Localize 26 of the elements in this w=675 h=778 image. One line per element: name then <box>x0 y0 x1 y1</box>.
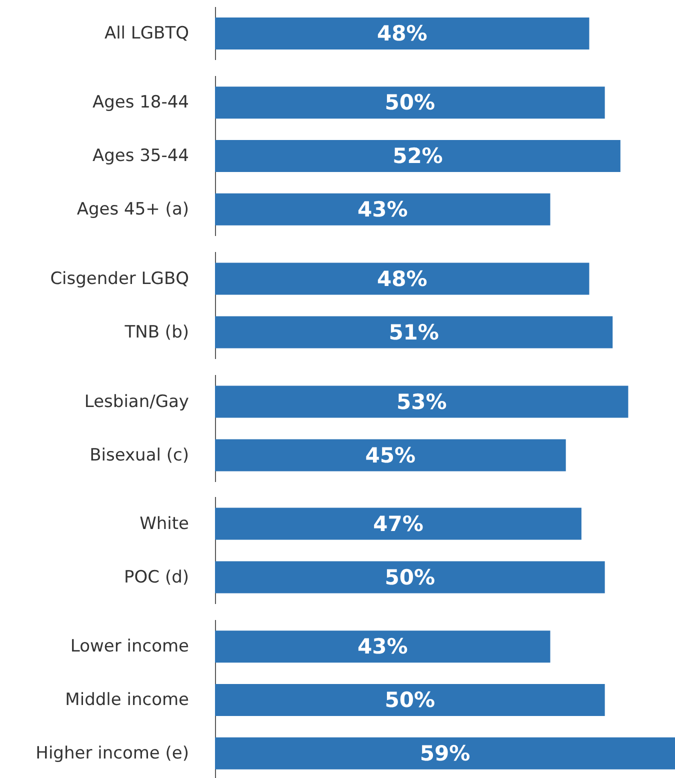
y-tick-label: Bisexual (c) <box>90 445 189 466</box>
data-label: 59% <box>420 741 470 766</box>
y-tick-label: Ages 35-44 <box>92 146 189 166</box>
data-label: 50% <box>384 566 436 590</box>
y-tick-label: White <box>140 514 189 534</box>
y-tick-label: Ages 18-44 <box>92 92 189 113</box>
y-tick-label: Middle income <box>65 690 189 710</box>
y-tick-label: Ages 45+ (a) <box>76 200 189 220</box>
data-label: 50% <box>384 688 436 712</box>
y-tick-label: All LGBTQ <box>104 24 189 44</box>
data-label: 52% <box>392 144 443 168</box>
data-label: 43% <box>357 634 408 659</box>
y-tick-label: POC (d) <box>124 568 189 588</box>
data-label: 47% <box>373 512 424 536</box>
y-tick-label: TNB (b) <box>124 322 189 342</box>
data-label: 51% <box>388 320 439 344</box>
data-label: 50% <box>384 90 436 115</box>
y-tick-label: Higher income (e) <box>36 743 189 764</box>
data-label: 45% <box>365 443 416 468</box>
y-tick-label: Lower income <box>70 636 189 657</box>
data-label: 48% <box>376 266 428 291</box>
data-label: 43% <box>357 198 408 222</box>
data-label: 48% <box>376 22 428 46</box>
y-tick-label: Lesbian/Gay <box>84 392 189 412</box>
y-tick-label: Cisgender LGBQ <box>50 268 189 289</box>
data-label: 53% <box>396 390 447 414</box>
